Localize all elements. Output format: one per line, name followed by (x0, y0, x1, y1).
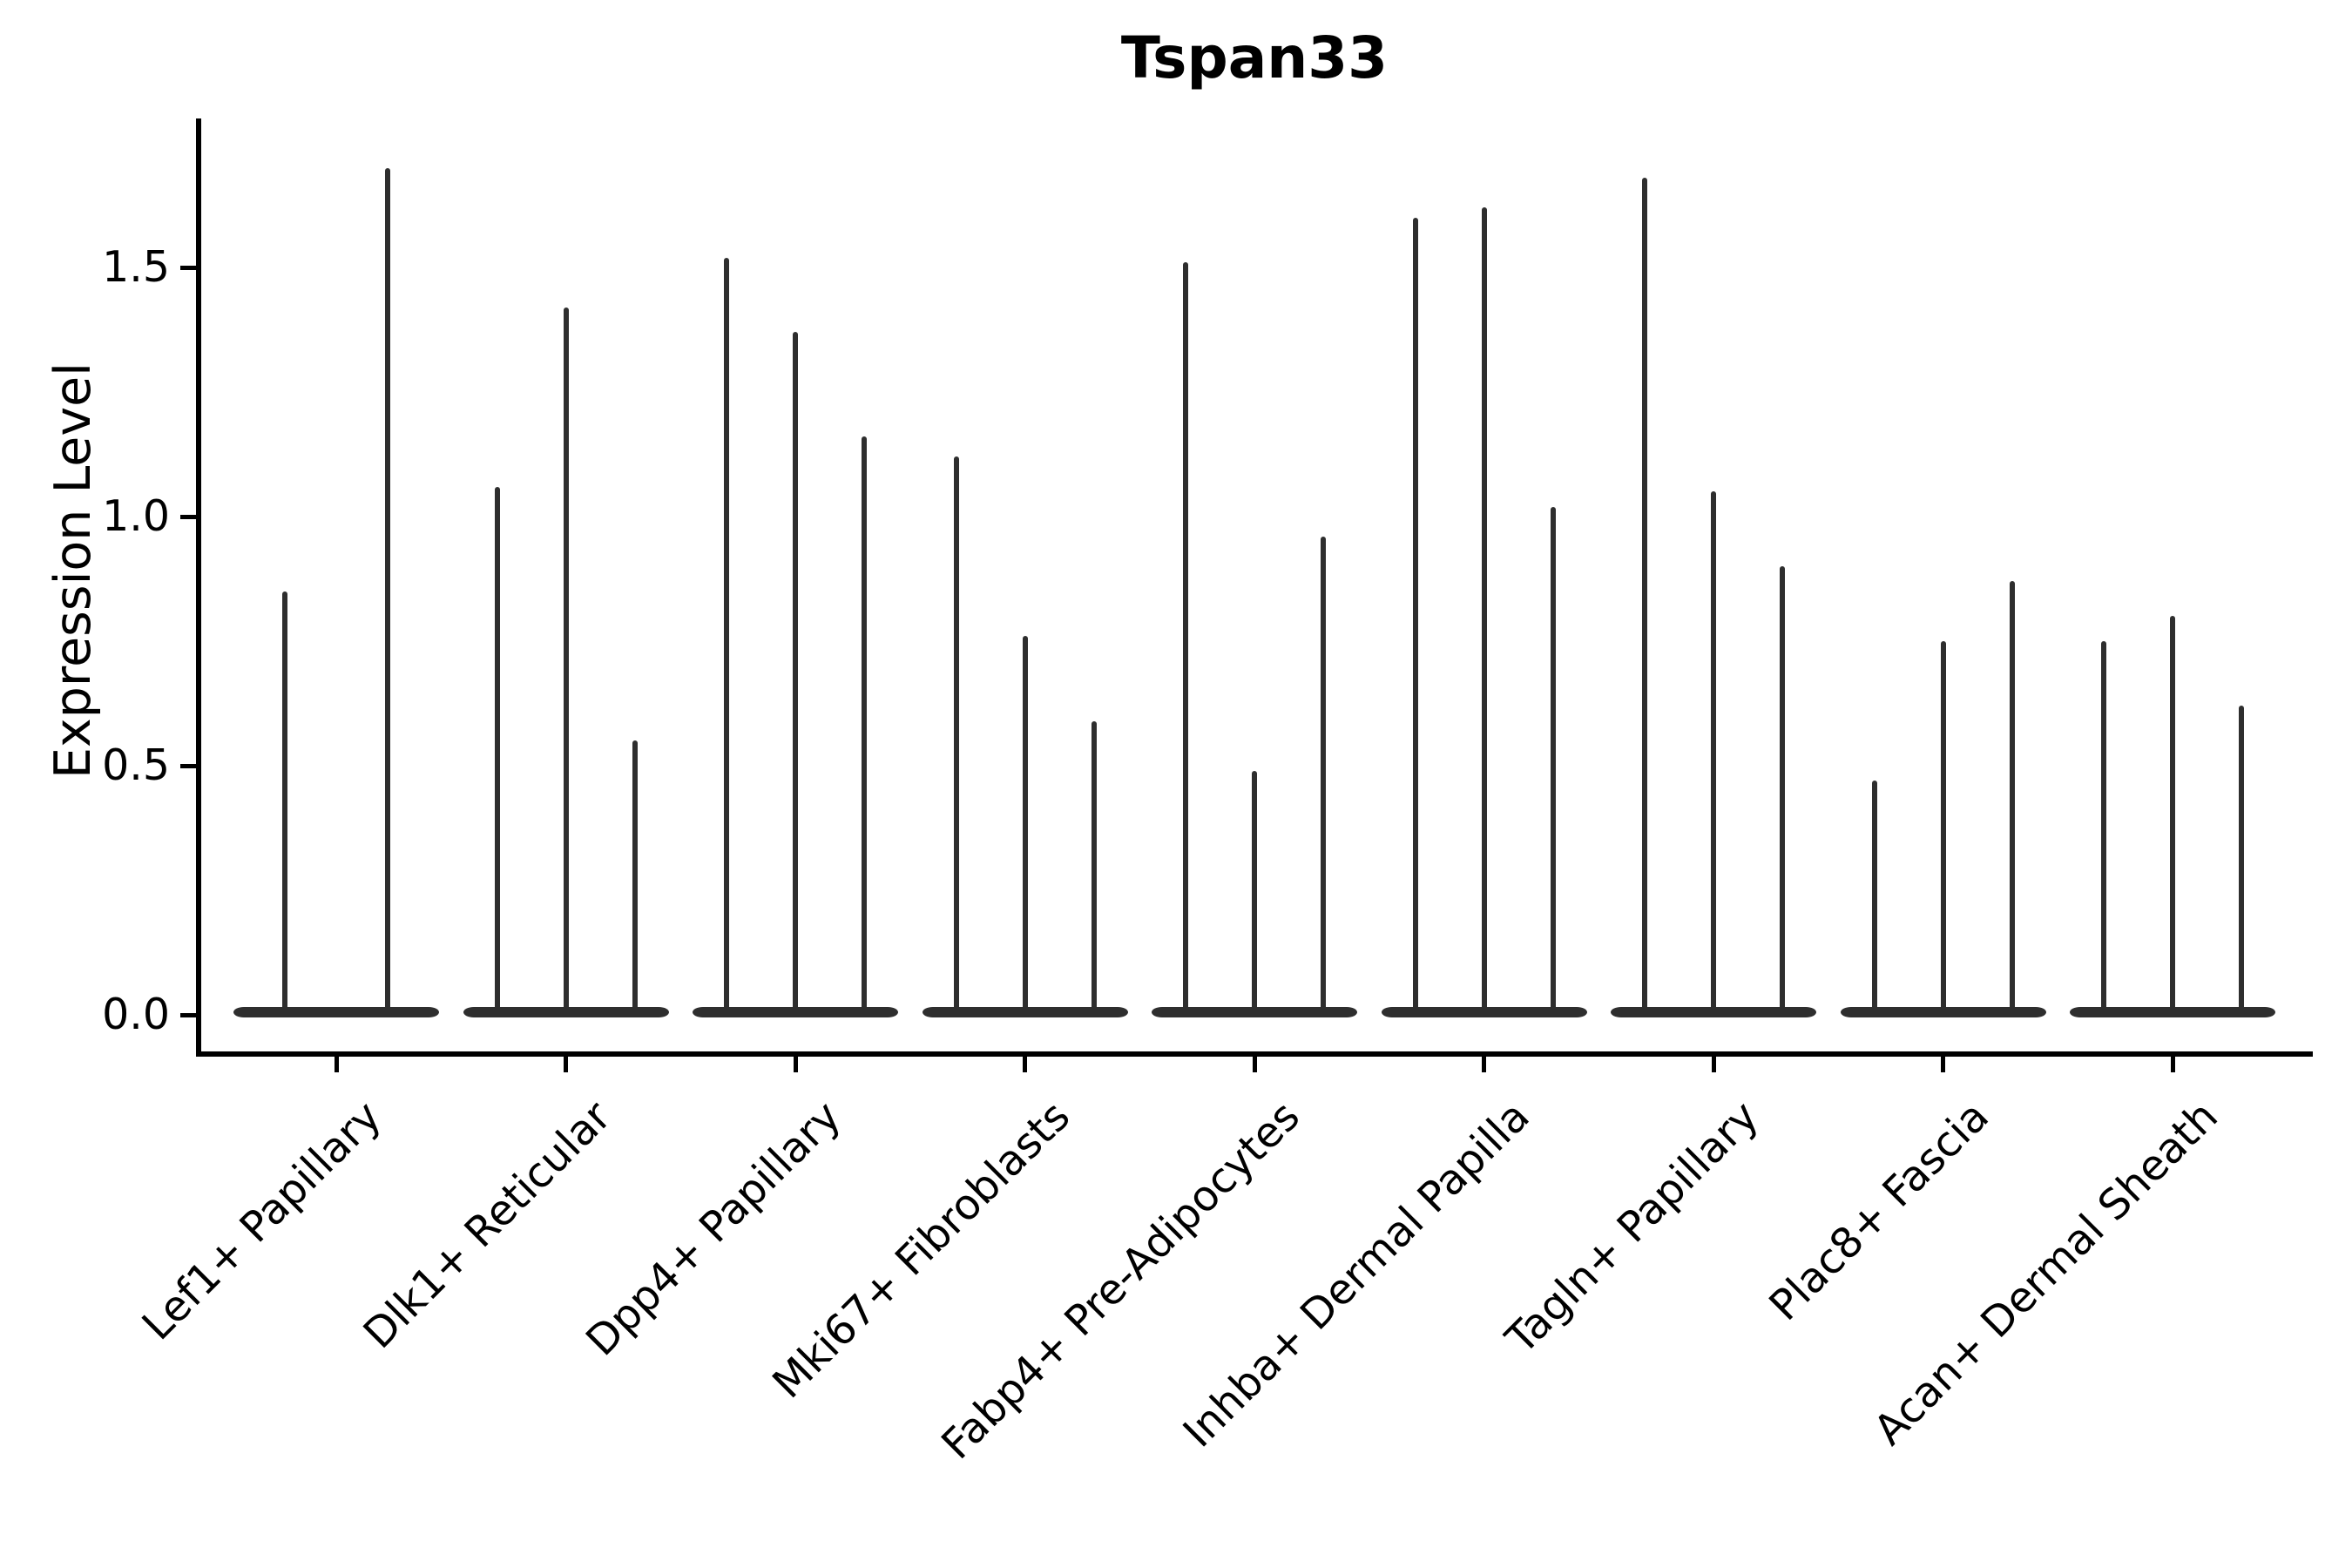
x-tick-mark (564, 1057, 568, 1072)
x-tick-label: Dlk1+ Reticular (354, 1092, 621, 1359)
violin-spike (1940, 641, 1946, 1015)
x-tick-mark (1941, 1057, 1945, 1072)
violin-spike (385, 167, 390, 1015)
violin-spike (793, 332, 798, 1015)
x-tick-mark (1482, 1057, 1486, 1072)
violin-spike (632, 740, 638, 1015)
violin-spike (1022, 636, 1028, 1015)
x-tick-label: Plac8+ Fascia (1759, 1092, 1998, 1330)
violin-spike (1711, 491, 1716, 1015)
y-tick-mark (180, 1012, 196, 1017)
y-tick-label: 0.5 (102, 740, 170, 790)
violin-spike (1321, 536, 1326, 1015)
y-axis-spine (196, 118, 201, 1057)
violin-spike (1642, 178, 1647, 1015)
violin-spike (1091, 720, 1097, 1015)
violin-spike (2239, 706, 2244, 1015)
violin-body-baseline (233, 1007, 439, 1017)
x-tick-mark (1023, 1057, 1027, 1072)
violin-spike (1252, 770, 1257, 1015)
x-tick-label: Lef1+ Papillary (133, 1092, 392, 1350)
violin-spike (2101, 641, 2106, 1015)
violin-spike (1871, 781, 1877, 1015)
violin-spike (862, 436, 867, 1015)
y-tick-mark (180, 265, 196, 270)
y-tick-mark (180, 763, 196, 768)
x-tick-label: Tagln+ Papillary (1497, 1092, 1769, 1364)
violin-spike (2170, 616, 2175, 1015)
x-tick-mark (1252, 1057, 1257, 1072)
violin-spike (1780, 566, 1785, 1015)
y-tick-mark (180, 514, 196, 519)
violin-spike (494, 486, 500, 1015)
x-tick-mark (1711, 1057, 1716, 1072)
x-axis-spine (196, 1051, 2313, 1057)
x-tick-mark (334, 1057, 339, 1072)
chart-title: Tspan33 (1120, 24, 1389, 91)
violin-spike (1183, 262, 1188, 1015)
violin-spike (2009, 581, 2015, 1015)
violin-spike (1550, 506, 1556, 1015)
y-tick-label: 1.0 (102, 491, 170, 541)
y-tick-label: 1.5 (102, 242, 170, 292)
violin-spike (1412, 217, 1418, 1015)
x-tick-mark (2170, 1057, 2175, 1072)
violin-spike (282, 591, 287, 1015)
violin-spike (563, 307, 569, 1015)
violin-spike (1481, 207, 1487, 1015)
x-tick-mark (793, 1057, 798, 1072)
violin-spike (724, 257, 729, 1015)
violin-spike (953, 456, 959, 1015)
y-tick-label: 0.0 (102, 990, 170, 1039)
